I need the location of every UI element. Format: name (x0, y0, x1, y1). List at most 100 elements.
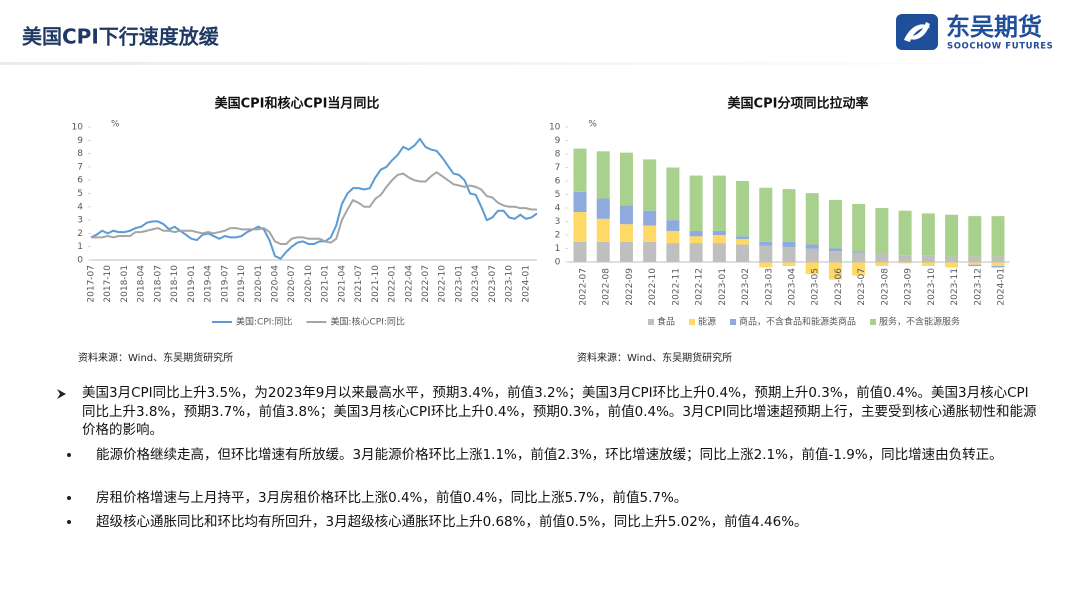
bar-segment (712, 243, 726, 262)
bar-segment (689, 230, 703, 237)
bar-segment (689, 243, 703, 262)
y-tick-label: 6 (77, 176, 83, 186)
bar-segment (875, 262, 889, 267)
x-tick-label: 2023-12 (973, 268, 983, 306)
bar-segment (828, 262, 842, 280)
bar-segment (712, 230, 726, 235)
bar-segment (875, 208, 889, 254)
y-tick-label: 2 (555, 231, 561, 241)
x-tick-label: 2023-07 (857, 268, 867, 306)
x-tick-label: 2023-06 (834, 268, 844, 306)
bar-segment (991, 266, 1005, 268)
y-tick-label: 3 (555, 217, 561, 227)
x-tick-label: 2023-10 (927, 268, 937, 306)
x-tick-label: 2022-08 (602, 268, 612, 306)
bar-segment (782, 241, 796, 248)
bar-segment (666, 243, 680, 262)
bullet-dot (67, 520, 71, 524)
bullet: 超级核心通胀同比和环比均有所回升，3月超级核心通胀环比上升0.68%，前值0.5… (67, 513, 1042, 532)
x-tick-label: 2018-04 (137, 265, 147, 303)
legend-label: 商品，不含食品和能源类商品 (739, 316, 856, 328)
header-rule (0, 62, 1080, 65)
bar-segment (805, 193, 819, 245)
data-line (90, 137, 538, 260)
bar-segment (805, 262, 819, 275)
bar-segment (921, 262, 935, 267)
bullet: 美国3月CPI同比上升3.5%，为2023年9月以来最高水平，预期3.4%，前值… (57, 384, 1042, 440)
bar-segment (759, 187, 773, 242)
bar-segment (736, 236, 750, 240)
bullet-text: 能源价格继续走高，但环比增速有所放缓。3月能源价格环比上涨1.1%，前值2.3%… (96, 447, 1003, 463)
chart-title: 美国CPI分项同比拉动率 (728, 96, 869, 112)
bar-segment (643, 241, 657, 262)
legend-swatch (689, 319, 696, 325)
bar-segment (945, 214, 959, 257)
bullet: 房租价格增速与上月持平，3月房租价格环比上涨0.4%，前值0.4%，同比上涨5.… (67, 489, 1042, 508)
y-tick-label: 7 (77, 162, 83, 172)
x-tick-label: 2020-04 (270, 265, 280, 303)
bar-segment (968, 256, 982, 262)
bar-segment (968, 216, 982, 257)
bar-segment (852, 262, 866, 276)
bar-segment (689, 236, 703, 244)
bar-segment (619, 152, 633, 206)
legend-swatch (870, 319, 877, 325)
x-tick-label: 2022-04 (404, 265, 414, 303)
x-tick-label: 2023-10 (505, 265, 515, 303)
bar-segment (759, 245, 773, 262)
bullet-dot (67, 453, 71, 457)
y-tick-label: 8 (77, 149, 83, 159)
bar-segment (759, 241, 773, 246)
logo-subtitle: SOOCHOW FUTURES (947, 42, 1053, 52)
slide-title: 美国CPI下行速度放缓 (22, 25, 220, 49)
bullet-arrow (57, 389, 66, 399)
bar-segment (921, 255, 935, 262)
x-tick-label: 2020-07 (287, 265, 297, 303)
bar-segment (991, 262, 1005, 267)
data-line (91, 170, 537, 246)
chart-title: 美国CPI和核心CPI当月同比 (215, 96, 380, 112)
bar-segment (991, 256, 1005, 262)
x-tick-label: 2018-07 (153, 265, 163, 303)
y-tick-label: 9 (555, 136, 561, 146)
y-tick-label: 1 (555, 244, 561, 254)
x-tick-label: 2020-01 (254, 265, 264, 303)
bar-segment (596, 151, 610, 199)
bar-segment (852, 203, 866, 252)
x-tick-label: 2022-01 (388, 265, 398, 303)
x-tick-label: 2019-04 (204, 265, 214, 303)
bullet-dot (67, 496, 71, 500)
bar-segment (805, 244, 819, 249)
x-tick-label: 2022-11 (671, 268, 681, 306)
x-tick-label: 2022-07 (421, 265, 431, 303)
x-tick-label: 2019-10 (237, 265, 247, 303)
x-tick-label: 2022-12 (695, 268, 705, 306)
x-tick-label: 2023-01 (718, 268, 728, 306)
bar-segment (782, 247, 796, 262)
legend-label: 食品 (657, 316, 675, 328)
bar-segment (805, 248, 819, 262)
bullet-text: 美国3月CPI同比上升3.5%，为2023年9月以来最高水平，预期3.4%，前值… (82, 385, 1037, 438)
bar-segment (945, 256, 959, 262)
x-tick-label: 2022-10 (438, 265, 448, 303)
bar-segment (898, 262, 912, 264)
legend-swatch (730, 319, 737, 325)
y-tick-label: 10 (72, 123, 84, 133)
logo-icon (896, 14, 938, 50)
bar-segment (712, 175, 726, 231)
bar-segment (596, 218, 610, 242)
y-tick-label: 1 (77, 242, 83, 252)
y-tick-label: 9 (77, 136, 83, 146)
bar-segment (573, 148, 587, 192)
bar-segment (643, 159, 657, 211)
x-tick-label: 2018-01 (120, 265, 130, 303)
bar-segment (689, 175, 703, 231)
x-tick-label: 2022-10 (648, 268, 658, 306)
bar-segment (921, 213, 935, 256)
x-tick-label: 2024-01 (996, 268, 1006, 306)
x-tick-label: 2021-04 (337, 265, 347, 303)
y-tick-label: 8 (555, 150, 561, 160)
bar-segment (573, 241, 587, 262)
legend-label: 服务，不含能源服务 (879, 316, 960, 328)
